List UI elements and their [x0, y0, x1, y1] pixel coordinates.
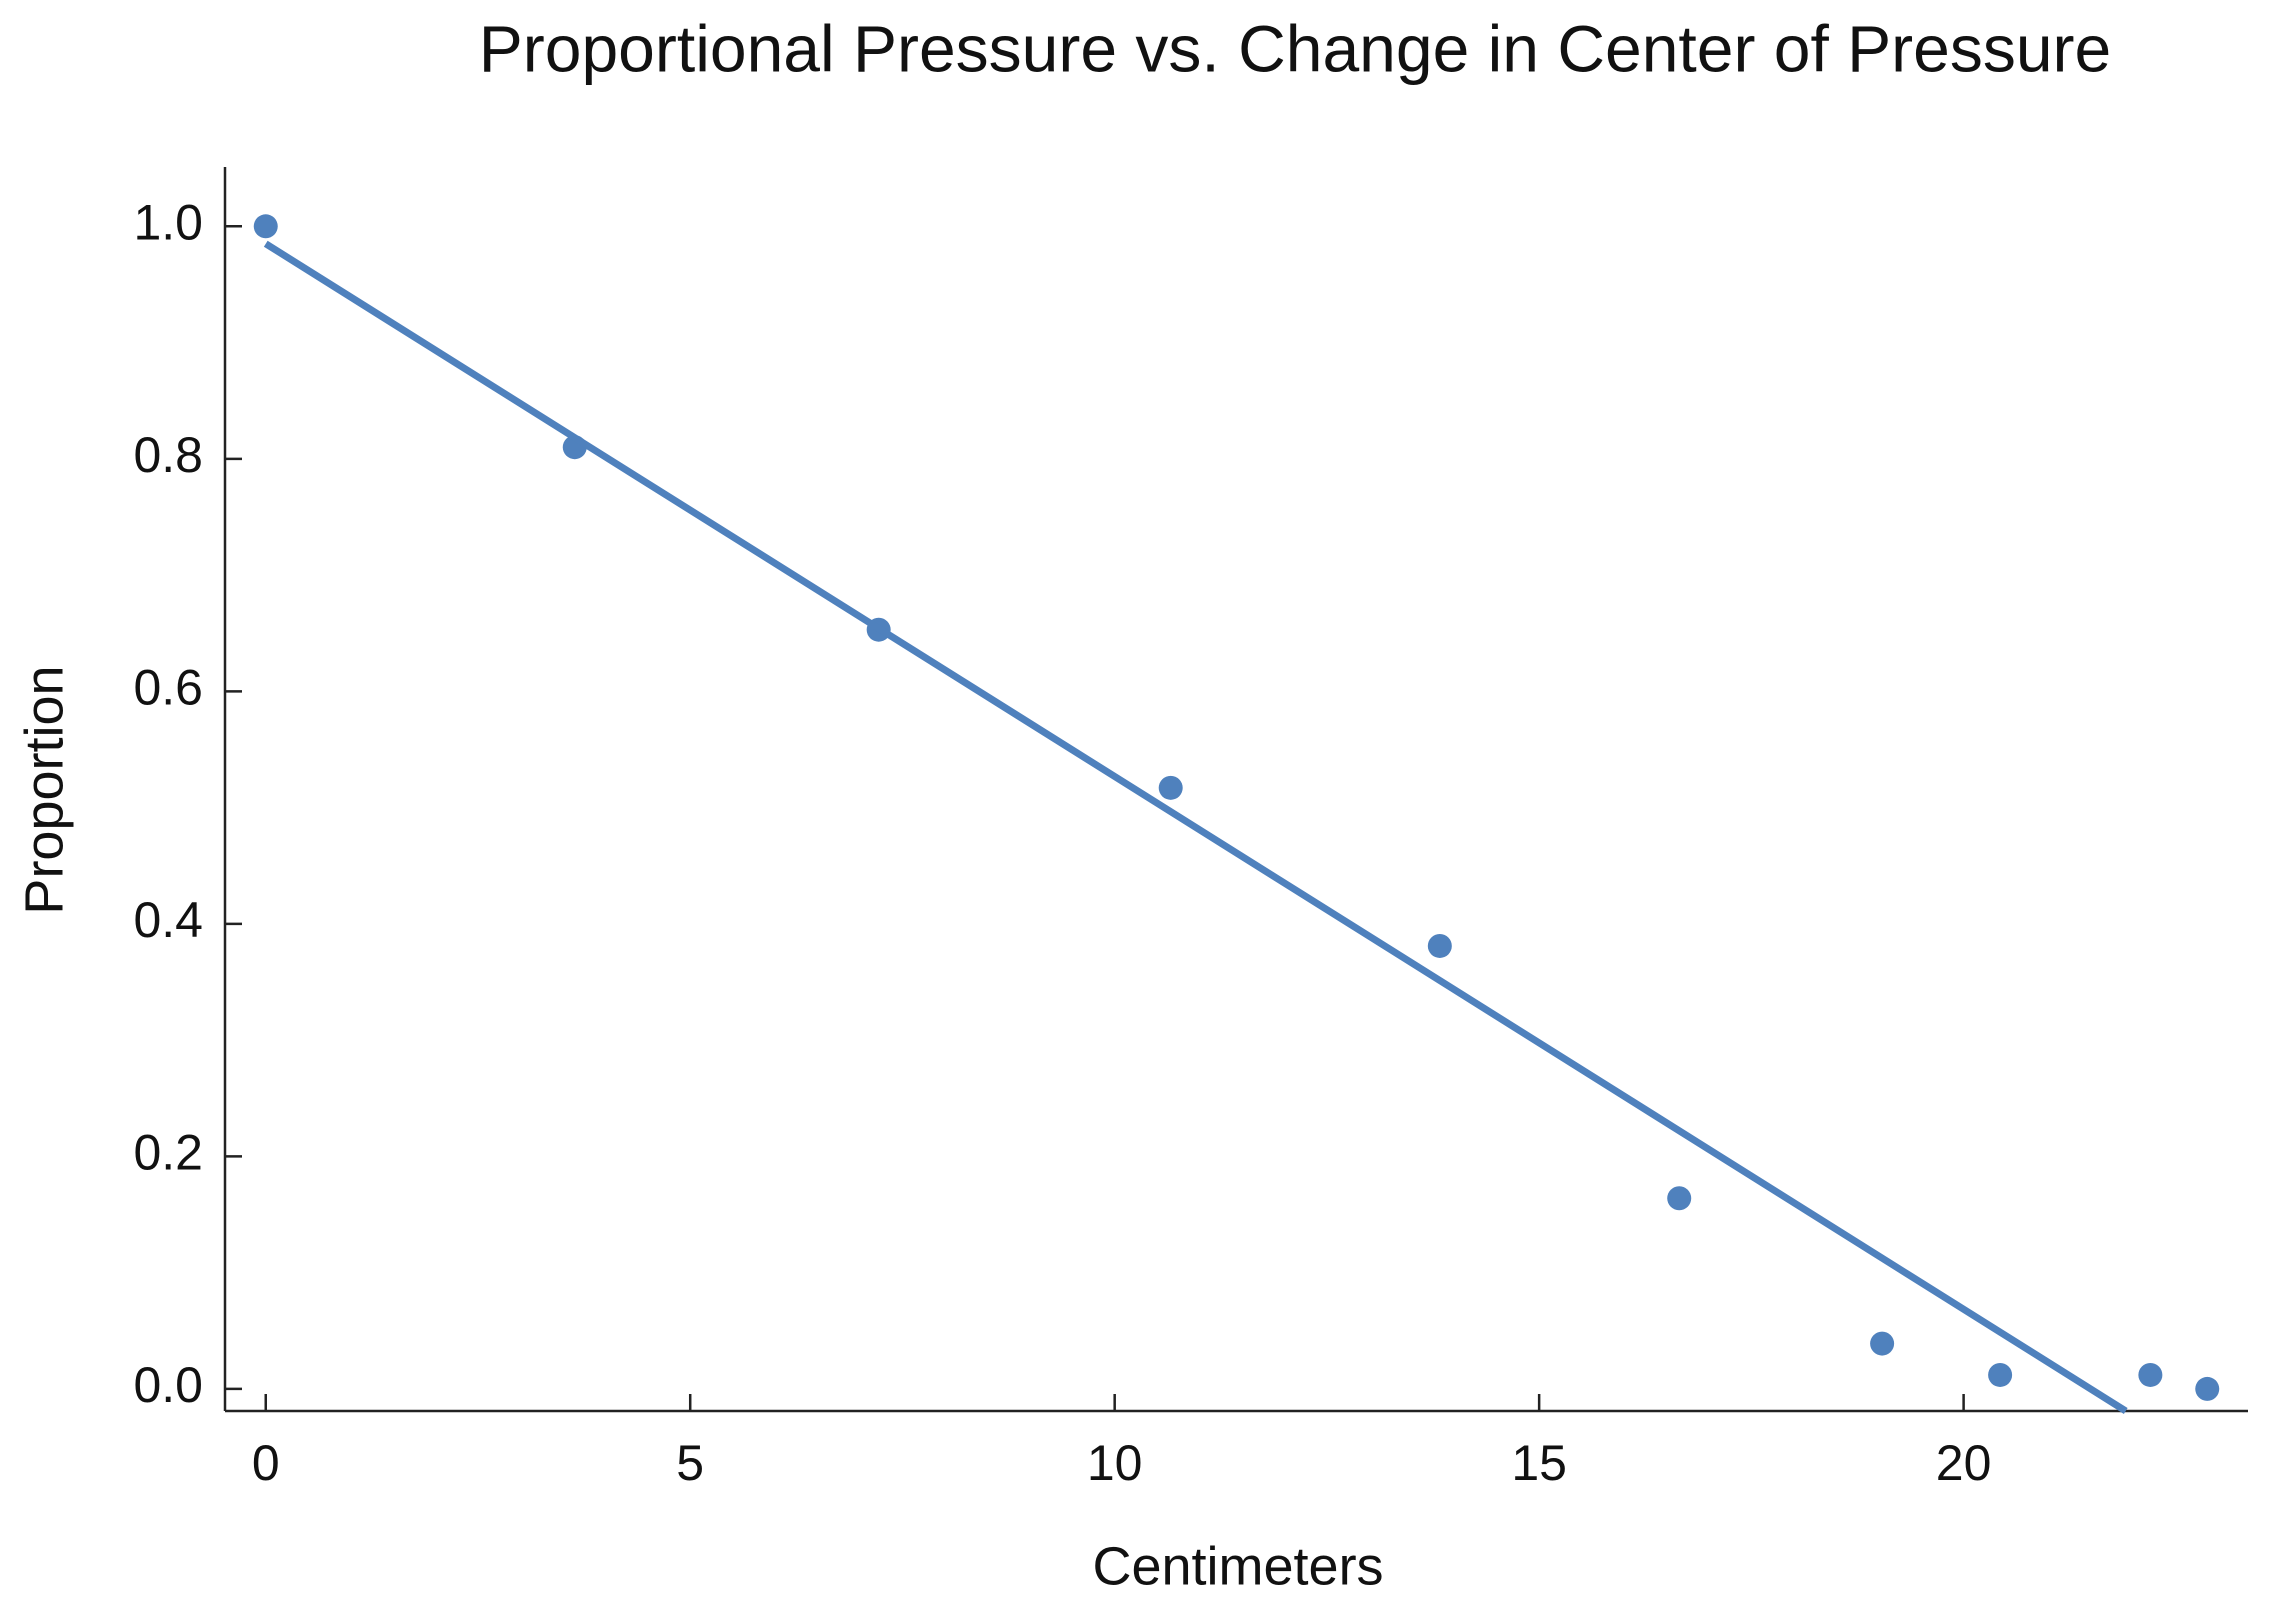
x-tick-label: 20 — [1936, 1435, 1992, 1491]
y-tick-label: 0.0 — [133, 1357, 203, 1413]
x-tick-label: 15 — [1511, 1435, 1567, 1491]
y-tick-label: 0.8 — [133, 427, 203, 483]
point — [253, 214, 278, 239]
point — [2138, 1362, 2163, 1387]
point — [1667, 1186, 1692, 1211]
point — [1158, 775, 1183, 800]
fit-line — [263, 240, 2128, 1414]
point — [1988, 1362, 2013, 1387]
point — [1870, 1331, 1895, 1356]
point — [2195, 1376, 2220, 1401]
y-axis-label: Proportion — [14, 665, 74, 914]
y-tick-label: 1.0 — [133, 194, 203, 250]
y-tick-label: 0.4 — [133, 892, 203, 948]
x-tick-label: 5 — [676, 1435, 704, 1491]
y-tick-label: 0.2 — [133, 1125, 203, 1181]
y-tick-label: 0.6 — [133, 660, 203, 716]
point — [1427, 933, 1452, 958]
x-tick-label: 0 — [252, 1435, 280, 1491]
x-tick-label: 10 — [1087, 1435, 1143, 1491]
x-axis-label: Centimeters — [1092, 1536, 1383, 1596]
chart-title: Proportional Pressure vs. Change in Cent… — [479, 11, 2111, 85]
